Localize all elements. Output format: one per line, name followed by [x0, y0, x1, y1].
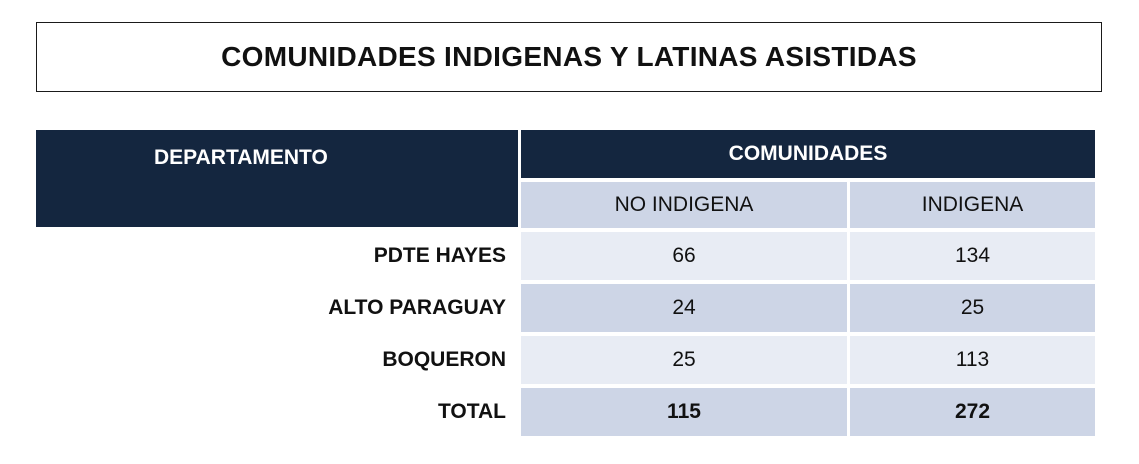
- row-label-boqueron: BOQUERON: [382, 348, 506, 371]
- header-departamento: DEPARTAMENTO: [36, 130, 518, 227]
- cell-boqueron-no-indigena: 25: [521, 336, 847, 384]
- cell-total-no-indigena: 115: [521, 388, 847, 436]
- row-label-total: TOTAL: [437, 400, 506, 423]
- title-box: COMUNIDADES INDIGENAS Y LATINAS ASISTIDA…: [36, 22, 1102, 92]
- cell-alto-paraguay-indigena: 25: [850, 284, 1095, 332]
- subheader-no-indigena: NO INDIGENA: [521, 182, 847, 228]
- cell-alto-paraguay-no-indigena: 24: [521, 284, 847, 332]
- row-label-pdte-hayes: PDTE HAYES: [373, 244, 506, 267]
- subheader-indigena: INDIGENA: [850, 182, 1095, 228]
- cell-boqueron-indigena: 113: [850, 336, 1095, 384]
- cell-pdte-hayes-indigena: 134: [850, 232, 1095, 280]
- page-title: COMUNIDADES INDIGENAS Y LATINAS ASISTIDA…: [221, 41, 917, 72]
- cell-pdte-hayes-no-indigena: 66: [521, 232, 847, 280]
- header-comunidades: COMUNIDADES: [521, 130, 1095, 178]
- row-label-alto-paraguay: ALTO PARAGUAY: [328, 296, 506, 319]
- cell-total-indigena: 272: [850, 388, 1095, 436]
